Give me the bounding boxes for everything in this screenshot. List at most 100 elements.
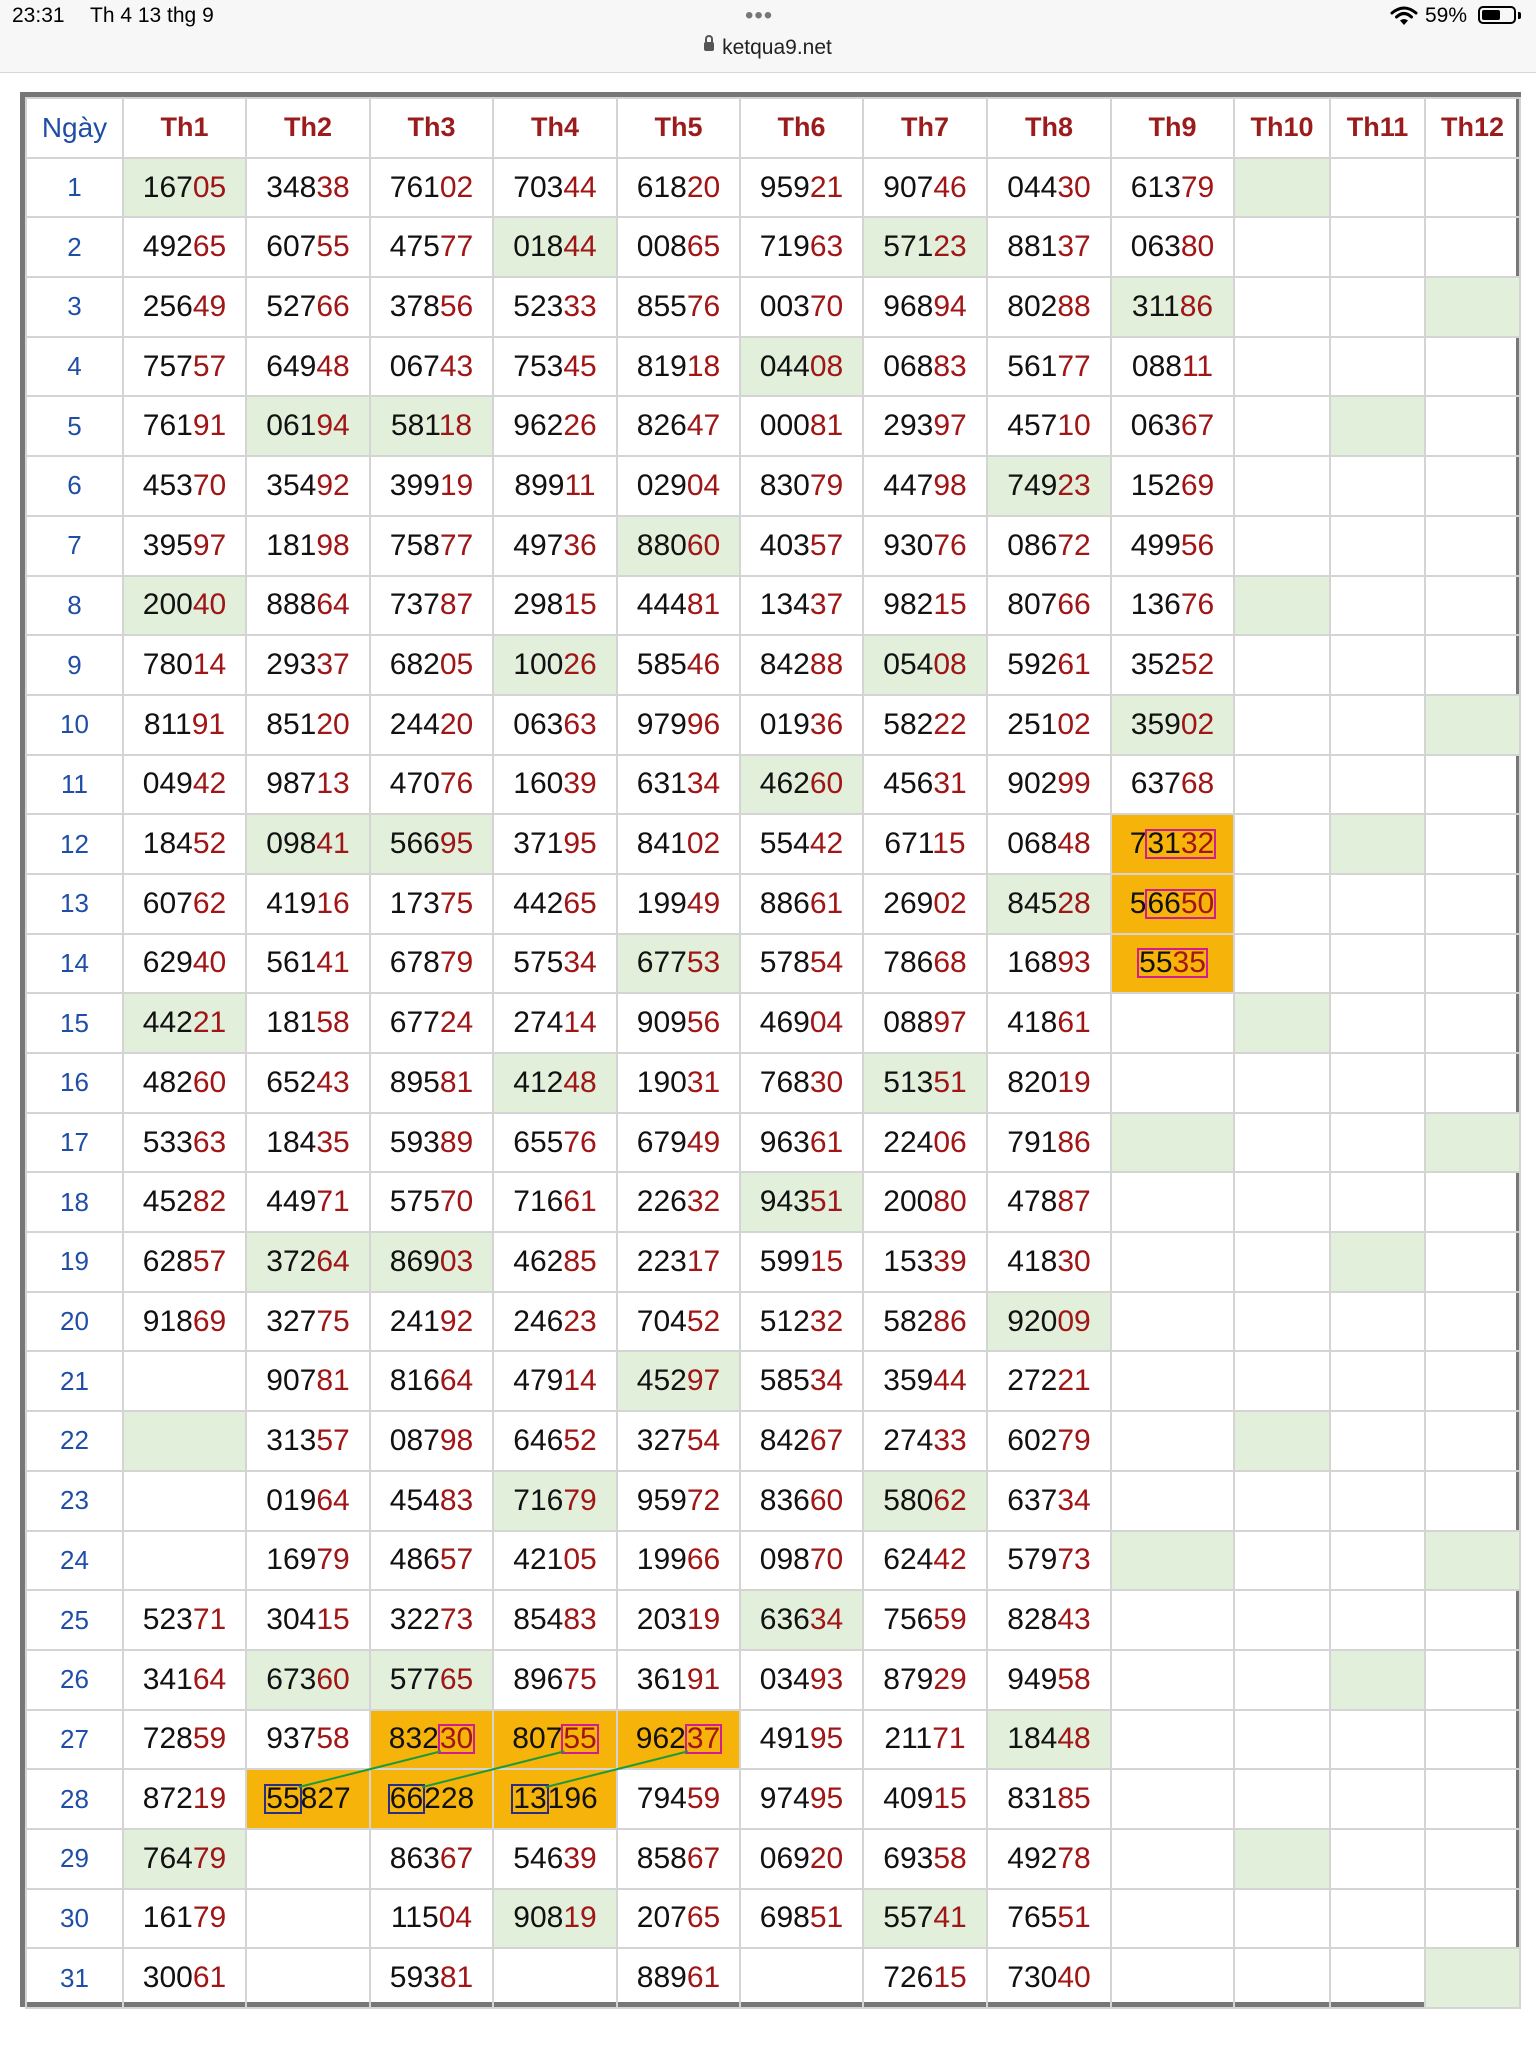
result-cell <box>1329 1231 1426 1293</box>
result-cell: 58118 <box>369 395 494 458</box>
result-cell <box>1424 156 1521 219</box>
result-cell <box>1329 455 1426 517</box>
day-number: 18 <box>25 1171 124 1234</box>
result-number: 20080 <box>883 1185 967 1219</box>
result-cell <box>1233 216 1331 279</box>
day-number: 11 <box>25 753 124 816</box>
result-cell: 89911 <box>492 455 618 517</box>
result-number: 01964 <box>266 1483 350 1517</box>
result-cell <box>1329 1768 1426 1830</box>
column-header-th7: Th7 <box>862 97 988 159</box>
result-cell: 52371 <box>122 1589 247 1651</box>
result-number: 68205 <box>389 648 474 682</box>
result-number: 11504 <box>390 1901 473 1935</box>
result-number: 01844 <box>513 230 597 264</box>
result-cell: 70452 <box>616 1290 741 1353</box>
result-number: 57854 <box>759 946 844 980</box>
more-options-icon[interactable]: ••• <box>745 2 774 29</box>
result-cell: 20080 <box>862 1171 988 1234</box>
result-cell: 84288 <box>739 634 864 696</box>
result-cell: 84102 <box>616 813 741 875</box>
result-cell: 78014 <box>122 634 247 696</box>
result-number: 32775 <box>266 1304 350 1338</box>
result-cell: 31186 <box>1110 276 1235 338</box>
result-number: 67115 <box>884 827 966 861</box>
result-cell: 16179 <box>122 1887 247 1950</box>
result-number: 25649 <box>142 289 227 323</box>
result-number: 18435 <box>266 1125 350 1159</box>
result-number: 49195 <box>759 1722 844 1756</box>
result-number: 32273 <box>389 1603 474 1637</box>
column-header-th9: Th9 <box>1110 97 1235 159</box>
result-number: 85483 <box>513 1603 597 1637</box>
result-number: 79459 <box>636 1782 721 1816</box>
result-cell <box>1424 1111 1521 1174</box>
result-cell: 46285 <box>492 1231 618 1293</box>
result-number: 93076 <box>883 528 967 562</box>
magenta-marked-digits: 37 <box>684 1722 723 1756</box>
result-cell <box>1329 992 1426 1054</box>
result-cell: 32775 <box>245 1290 371 1353</box>
result-cell: 83185 <box>986 1768 1112 1830</box>
result-cell <box>1424 1410 1521 1472</box>
result-number: 08811 <box>1131 349 1214 383</box>
result-cell: 81918 <box>616 335 741 398</box>
result-cell: 87929 <box>862 1648 988 1711</box>
day-number: 31 <box>25 1947 124 2009</box>
result-cell <box>1424 1648 1521 1711</box>
result-number: 88961 <box>636 1961 721 1995</box>
result-number: 57765 <box>389 1662 474 1696</box>
result-number: 58118 <box>390 409 473 443</box>
result-cell: 69851 <box>739 1887 864 1950</box>
result-cell: 79459 <box>616 1768 741 1830</box>
result-number: 82647 <box>636 409 721 443</box>
result-number: 81664 <box>389 1364 474 1398</box>
result-number: 44481 <box>636 588 721 622</box>
result-cell <box>1424 992 1521 1054</box>
result-number: 27221 <box>1007 1364 1091 1398</box>
result-cell: 29337 <box>245 634 371 696</box>
table-row: 9 78014 29337 68205 10026 58546 84288 05408 5926… <box>25 634 1521 696</box>
result-cell: 59261 <box>986 634 1112 696</box>
result-cell: 56177 <box>986 335 1112 398</box>
result-cell <box>1233 1469 1331 1532</box>
result-number: 46260 <box>759 767 844 801</box>
result-number: 24420 <box>389 707 474 741</box>
result-cell: 48657 <box>369 1529 494 1592</box>
result-cell <box>122 1469 247 1532</box>
result-number: 21171 <box>884 1722 966 1756</box>
day-number: 19 <box>25 1231 124 1293</box>
result-number: 37264 <box>266 1244 350 1278</box>
day-number: 26 <box>25 1648 124 1711</box>
result-cell: 93758 <box>245 1708 371 1771</box>
result-number: 18452 <box>142 827 227 861</box>
address-bar[interactable]: ketqua9.net <box>0 34 1536 60</box>
result-number: 67360 <box>266 1662 350 1696</box>
result-number: 06363 <box>513 707 597 741</box>
result-cell: 75659 <box>862 1589 988 1651</box>
result-cell <box>122 1529 247 1592</box>
blue-marked-digits: 55 <box>264 1782 302 1816</box>
day-number: 1 <box>25 156 124 219</box>
result-number: 82843 <box>1007 1603 1091 1637</box>
result-cell: 90746 <box>862 156 988 219</box>
result-cell: 64948 <box>245 335 371 398</box>
result-cell: 69358 <box>862 1827 988 1890</box>
result-cell: 59915 <box>739 1231 864 1293</box>
blue-marked-digits: 13 <box>511 1782 549 1816</box>
result-cell <box>1424 395 1521 458</box>
result-number: 30415 <box>266 1603 350 1637</box>
result-cell: 84267 <box>739 1410 864 1472</box>
result-number: 71679 <box>513 1483 597 1517</box>
day-number: 27 <box>25 1708 124 1771</box>
result-cell <box>1424 1768 1521 1830</box>
result-number: 03493 <box>759 1662 844 1696</box>
result-number: 63134 <box>636 767 721 801</box>
result-cell: 30415 <box>245 1589 371 1651</box>
result-cell <box>1329 634 1426 696</box>
result-number: 63734 <box>1007 1483 1091 1517</box>
table-row: 12 18452 09841 56695 37195 84102 55442 67115 068… <box>25 813 1521 875</box>
result-cell <box>1424 1290 1521 1353</box>
result-cell: 82019 <box>986 1052 1112 1114</box>
result-cell <box>1329 932 1426 995</box>
